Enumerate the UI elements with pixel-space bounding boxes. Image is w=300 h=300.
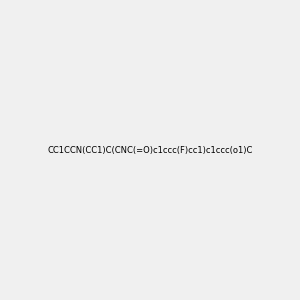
Text: CC1CCN(CC1)C(CNC(=O)c1ccc(F)cc1)c1ccc(o1)C: CC1CCN(CC1)C(CNC(=O)c1ccc(F)cc1)c1ccc(o1…	[47, 146, 253, 154]
